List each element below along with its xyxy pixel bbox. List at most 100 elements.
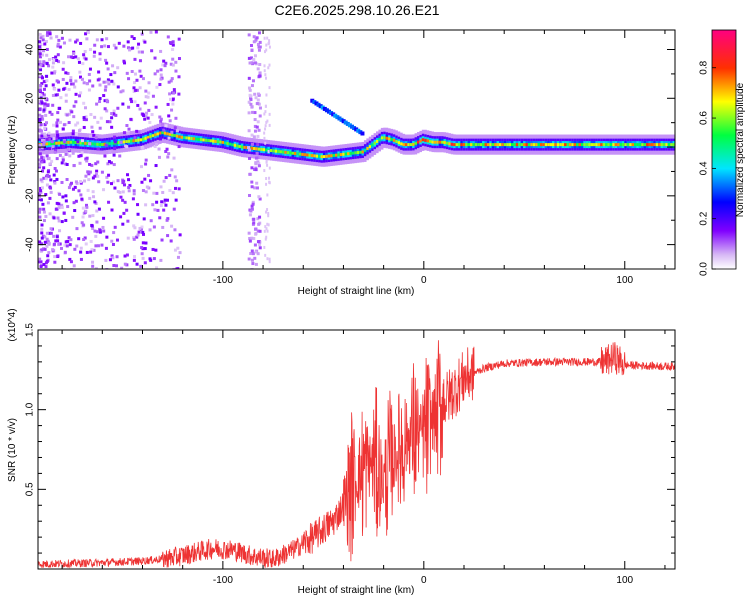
spectrogram-xlabel: Height of straight line (km) xyxy=(298,286,415,297)
spectrogram-pixel xyxy=(95,220,99,224)
spectrogram-pixel xyxy=(38,88,42,92)
spectrogram-pixel xyxy=(38,257,42,261)
spectrogram-pixel xyxy=(67,236,71,240)
spectrogram-pixel xyxy=(149,258,153,262)
spectrogram-pixel xyxy=(68,38,72,42)
spectrogram-pixel xyxy=(103,44,107,48)
spectrogram-pixel xyxy=(65,162,69,166)
spectrogram-pixel xyxy=(89,112,93,116)
spectrogram-pixel xyxy=(144,203,148,207)
spectrogram-pixel xyxy=(51,145,55,149)
spectrogram-pixel xyxy=(155,266,159,269)
snr-background xyxy=(38,330,675,569)
spectrogram-pixel xyxy=(55,58,59,62)
spectrogram-pixel xyxy=(126,219,130,223)
spectrogram-pixel xyxy=(87,172,91,176)
spectrogram-pixel xyxy=(248,239,252,243)
spectrogram-pixel xyxy=(95,209,99,213)
spectrogram-pixel xyxy=(113,225,117,229)
spectrogram-pixel xyxy=(43,42,47,46)
spectrogram-pixel xyxy=(47,251,51,255)
spectrogram-pixel xyxy=(263,69,266,73)
y-tick-label: -40 xyxy=(25,237,36,252)
spectrogram-pixel xyxy=(268,41,271,45)
spectrogram-pixel xyxy=(42,143,46,147)
spectrogram-pixel xyxy=(268,45,271,49)
spectrogram-pixel xyxy=(263,131,266,135)
spectrogram-pixel xyxy=(158,83,162,87)
spectrogram-pixel xyxy=(264,104,267,108)
spectrogram-pixel xyxy=(110,182,114,186)
spectrogram-pixel xyxy=(54,136,58,140)
spectrogram-pixel xyxy=(76,140,80,144)
spectrogram-pixel xyxy=(71,151,75,155)
spectrogram-pixel xyxy=(352,126,357,131)
spectrogram-pixel xyxy=(264,225,267,229)
spectrogram-pixel xyxy=(40,236,44,240)
spectrogram-pixel xyxy=(63,243,67,247)
spectrogram-pixel xyxy=(93,200,97,204)
spectrogram-pixel xyxy=(45,74,49,78)
spectrogram-pixel xyxy=(74,180,78,184)
spectrogram-pixel xyxy=(169,97,173,101)
spectrogram-pixel xyxy=(72,201,76,205)
spectrogram-pixel xyxy=(171,63,175,67)
spectrogram-pixel xyxy=(91,227,95,231)
spectrogram-pixel xyxy=(123,61,127,65)
spectrogram-pixel xyxy=(77,129,81,133)
spectrogram-pixel xyxy=(93,115,97,119)
spectrogram-pixel xyxy=(253,118,257,122)
colorbar-tick-label: 0.2 xyxy=(699,211,710,225)
spectrogram-pixel xyxy=(133,136,137,140)
spectrogram-pixel xyxy=(92,195,96,199)
spectrogram-pixel xyxy=(324,108,329,113)
spectrogram-pixel xyxy=(264,253,267,257)
spectrogram-pixel xyxy=(110,208,114,212)
spectrogram-pixel xyxy=(127,185,131,189)
spectrogram-pixel xyxy=(78,161,82,165)
spectrogram-pixel xyxy=(265,43,268,47)
spectrogram-pixel xyxy=(254,38,258,42)
spectrogram-pixel xyxy=(57,88,61,92)
spectrogram-pixel xyxy=(265,120,268,124)
spectrogram-pixel xyxy=(119,90,123,94)
spectrogram-pixel xyxy=(98,96,102,100)
spectrogram-pixel xyxy=(113,147,117,151)
spectrogram-pixel xyxy=(67,121,71,125)
spectrogram-pixel xyxy=(263,64,266,68)
spectrogram-pixel xyxy=(47,174,51,178)
spectrogram-pixel xyxy=(53,150,57,154)
spectrogram-pixel xyxy=(45,137,49,141)
spectrogram-pixel xyxy=(105,37,109,41)
spectrogram-pixel xyxy=(53,180,57,184)
x-tick-label: -100 xyxy=(213,275,233,286)
spectrogram-pixel xyxy=(249,44,253,48)
spectrogram-pixel xyxy=(173,186,177,190)
spectrogram-pixel xyxy=(94,234,98,238)
spectrogram-pixel xyxy=(168,173,172,177)
spectrogram-pixel xyxy=(159,73,163,77)
spectrogram-pixel xyxy=(100,243,104,247)
spectrogram-pixel xyxy=(39,84,43,88)
spectrogram-pixel xyxy=(53,87,57,91)
spectrogram-pixel xyxy=(118,190,122,194)
spectrogram-pixel xyxy=(247,76,251,80)
spectrogram-pixel xyxy=(42,60,46,64)
spectrogram-pixel xyxy=(58,192,62,196)
spectrogram-pixel xyxy=(57,242,61,246)
spectrogram-pixel xyxy=(250,204,254,208)
spectrogram-pixel xyxy=(38,99,42,103)
spectrogram-pixel xyxy=(177,145,181,149)
spectrogram-pixel xyxy=(56,118,60,122)
spectrogram-pixel xyxy=(47,58,51,62)
spectrogram-pixel xyxy=(65,81,69,85)
spectrogram-pixel xyxy=(64,218,68,222)
spectrogram-pixel xyxy=(95,169,99,173)
spectrogram-pixel xyxy=(356,128,361,133)
spectrogram-pixel xyxy=(247,56,251,60)
spectrogram-pixel xyxy=(100,45,104,49)
spectrogram-pixel xyxy=(66,239,70,243)
spectrogram-pixel xyxy=(263,36,266,40)
spectrogram-pixel xyxy=(55,201,59,205)
spectrogram-pixel xyxy=(135,262,139,266)
